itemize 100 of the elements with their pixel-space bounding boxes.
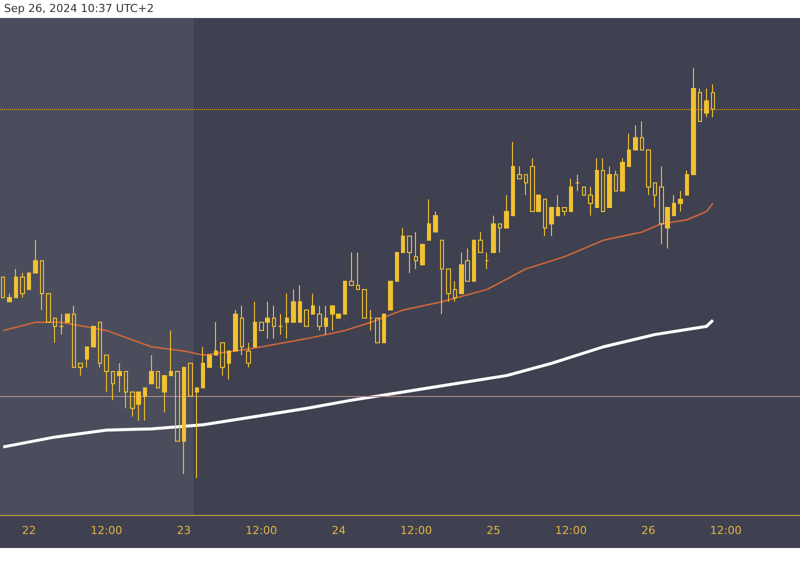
candlestick xyxy=(672,194,676,216)
candlestick xyxy=(214,322,218,356)
candlestick xyxy=(98,322,102,368)
candlestick xyxy=(453,280,457,302)
x-tick-label: 25 xyxy=(486,524,501,537)
candlestick xyxy=(375,318,380,344)
candlestick xyxy=(440,240,444,315)
x-tick-label: 12:00 xyxy=(245,524,278,537)
candlestick xyxy=(446,268,451,302)
candlestick xyxy=(685,170,689,196)
candlestick xyxy=(33,240,38,274)
candlestick xyxy=(240,305,244,356)
candlestick xyxy=(549,206,554,237)
candlestick xyxy=(595,158,599,208)
candlestick xyxy=(7,293,12,302)
candlestick xyxy=(169,330,173,376)
candlestick xyxy=(582,186,586,196)
candlestick xyxy=(156,370,160,388)
candlestick xyxy=(278,314,283,336)
candlestick xyxy=(511,141,515,216)
candlestick xyxy=(588,186,593,216)
candlestick xyxy=(78,362,83,376)
x-tick-label: 12:00 xyxy=(710,524,742,537)
candlestick xyxy=(362,288,367,319)
candlestick xyxy=(369,309,373,331)
candlestick xyxy=(291,288,296,323)
candlestick xyxy=(356,252,360,290)
candlestick xyxy=(195,387,199,479)
candlestick xyxy=(678,190,683,212)
candlestick xyxy=(633,124,638,151)
candlestick xyxy=(85,346,89,368)
candlestick xyxy=(569,178,573,212)
candlestick xyxy=(691,68,696,176)
candlestick xyxy=(517,166,522,180)
candlestick xyxy=(124,370,128,409)
candlestick xyxy=(272,305,276,340)
candlestick xyxy=(91,326,96,348)
x-tick-label: 12:00 xyxy=(555,524,587,537)
candlestick xyxy=(620,158,625,192)
candlestick xyxy=(504,194,509,228)
candlestick xyxy=(343,280,347,315)
candlestick xyxy=(407,236,412,274)
candlestick xyxy=(420,244,425,266)
candlestick xyxy=(317,305,322,331)
candlestick xyxy=(111,370,115,401)
candlestick xyxy=(524,174,528,196)
candlestick xyxy=(627,133,631,167)
x-tick-label: 26 xyxy=(641,524,656,537)
candlestick xyxy=(207,354,212,368)
candlestick xyxy=(104,354,109,392)
candlestick xyxy=(349,252,354,286)
candlestick xyxy=(562,206,567,216)
candlestick xyxy=(59,314,64,336)
candlestick xyxy=(607,166,612,208)
x-tick-label: 22 xyxy=(22,524,36,537)
candlestick xyxy=(491,215,496,254)
candlestick xyxy=(227,350,231,380)
candlestick xyxy=(14,268,18,298)
candlestick xyxy=(298,284,302,323)
candlestick xyxy=(27,272,31,290)
x-tick-label: 23 xyxy=(176,524,191,537)
candlestick xyxy=(220,342,225,376)
candlestick xyxy=(388,280,393,310)
candlestick xyxy=(304,309,309,327)
candlestick xyxy=(427,198,431,241)
candlestick xyxy=(65,314,70,323)
candlestick xyxy=(543,198,547,237)
candlestick xyxy=(414,232,418,270)
x-tick-label: 12:00 xyxy=(90,524,122,537)
candlestick xyxy=(201,346,205,388)
candlestick xyxy=(285,293,289,340)
x-tick-label: 24 xyxy=(332,524,346,537)
candlestick xyxy=(46,293,51,323)
candlestick xyxy=(117,362,122,392)
candlestick xyxy=(40,260,44,310)
candlestick xyxy=(433,211,438,233)
candlestick xyxy=(711,84,715,118)
candlestick xyxy=(311,293,315,315)
candlestick xyxy=(498,223,502,254)
candlestick xyxy=(472,240,476,282)
candlestick xyxy=(233,309,238,352)
candlestick xyxy=(653,182,657,208)
candlestick xyxy=(53,318,57,344)
candlestick xyxy=(246,342,251,368)
candlestick xyxy=(614,170,618,192)
candlestick xyxy=(20,272,25,298)
candlestick xyxy=(704,88,709,118)
candlestick xyxy=(382,314,386,344)
candlestick xyxy=(478,232,483,254)
candlestick xyxy=(162,375,167,413)
x-tick-label: 12:00 xyxy=(400,524,432,537)
candlestick xyxy=(72,305,76,368)
candlestick xyxy=(485,252,489,270)
candlestick xyxy=(143,387,147,422)
candlestick xyxy=(188,362,193,397)
candlestick xyxy=(324,305,328,336)
candlestick xyxy=(149,354,154,384)
candlestick xyxy=(640,120,644,151)
candlestick xyxy=(253,301,257,348)
candlestick xyxy=(646,150,651,196)
